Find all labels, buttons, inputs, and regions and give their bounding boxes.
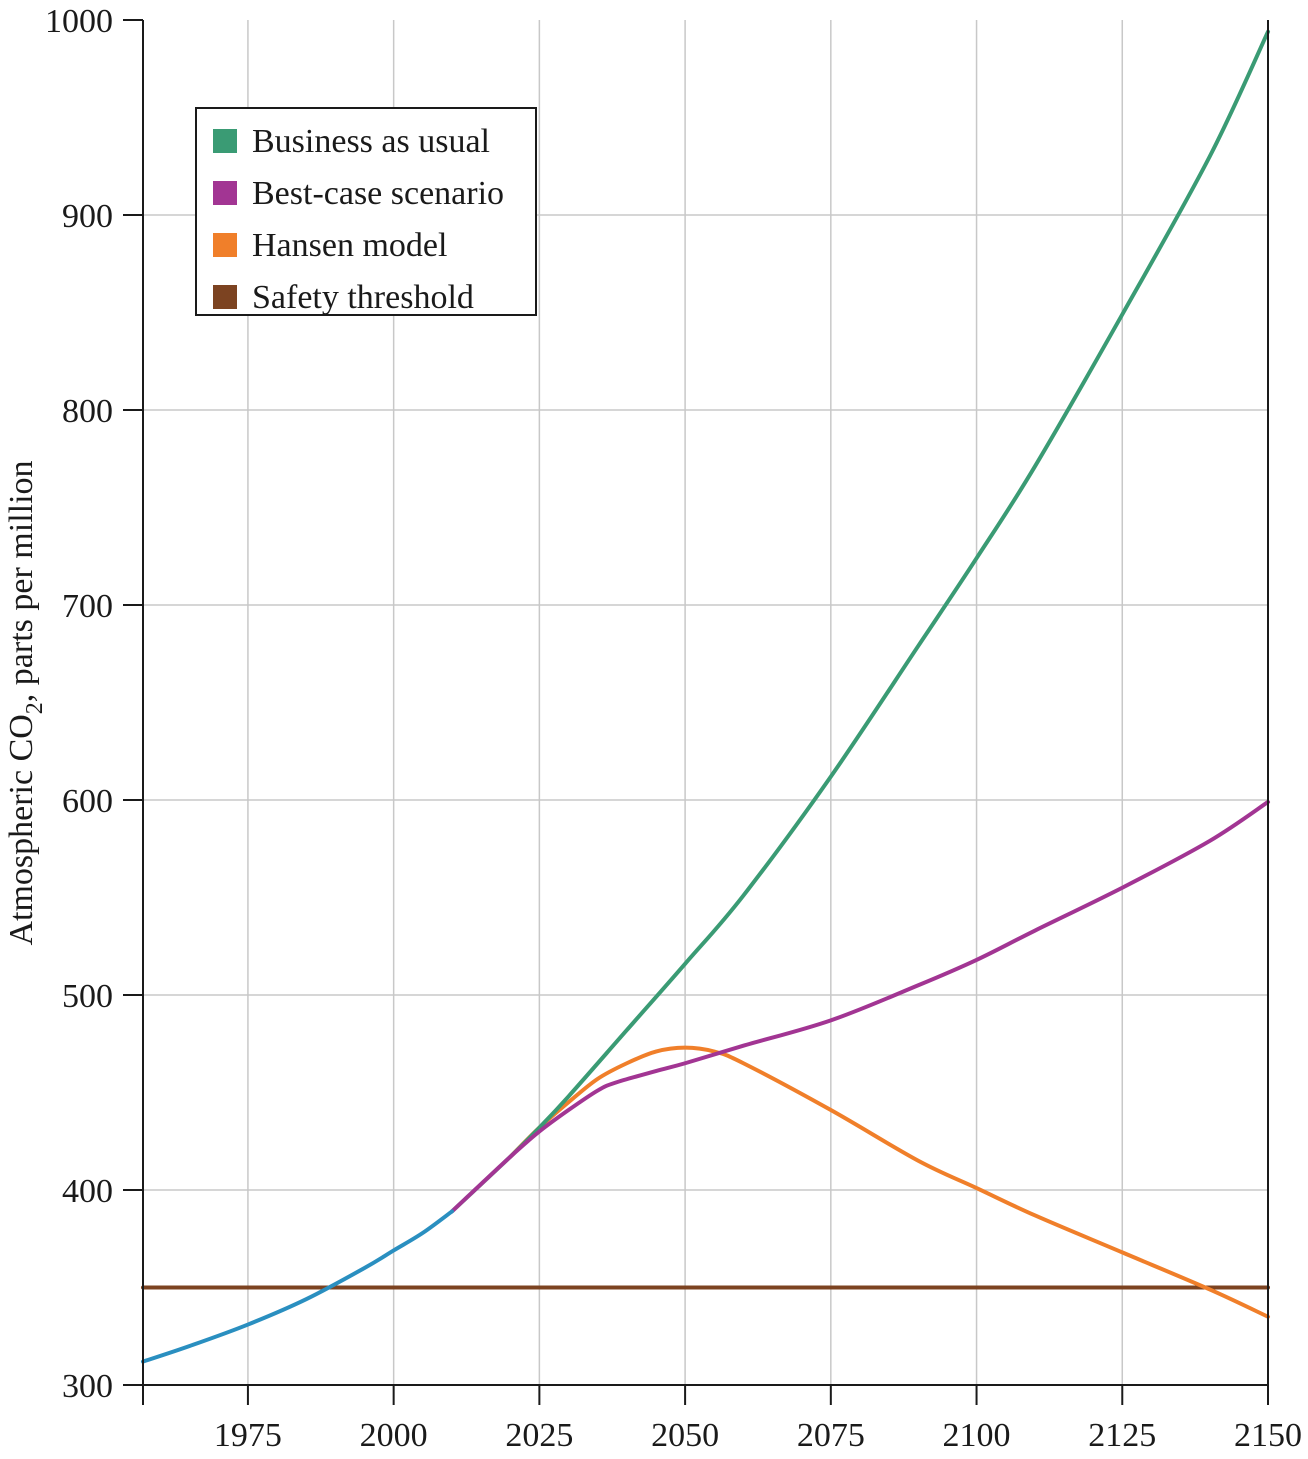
y-tick-label: 500 xyxy=(62,978,113,1015)
series-line-best-case-scenario xyxy=(449,799,1270,1214)
legend: Business as usual Best-case scenario Hanse… xyxy=(195,107,537,316)
y-tick-label: 300 xyxy=(62,1368,113,1405)
x-tick-label: 2075 xyxy=(797,1417,865,1454)
x-tick-label: 2050 xyxy=(651,1417,719,1454)
x-tick-label: 2000 xyxy=(360,1417,428,1454)
y-tick-label: 700 xyxy=(62,588,113,625)
legend-label-safety-threshold: Safety threshold xyxy=(252,279,474,316)
grid xyxy=(143,20,1268,1385)
x-tick-label: 2100 xyxy=(943,1417,1011,1454)
legend-swatch-safety-threshold xyxy=(213,285,237,309)
series-line-hansen-model xyxy=(508,1045,1270,1319)
legend-swatch-business-as-usual xyxy=(213,129,237,153)
legend-label-best-case-scenario: Best-case scenario xyxy=(252,175,504,212)
y-tick-label: 900 xyxy=(62,198,113,235)
legend-frame xyxy=(195,107,537,316)
x-tick-label: 2150 xyxy=(1234,1417,1302,1454)
y-tick-label: 800 xyxy=(62,393,113,430)
legend-label-business-as-usual: Business as usual xyxy=(252,123,490,160)
ticks: 1975 2000 2025 2050 2075 2100 2125 2150 300 400 50… xyxy=(45,3,1302,1454)
y-tick-label: 600 xyxy=(62,783,113,820)
legend-swatch-best-case-scenario xyxy=(213,181,237,205)
legend-items: Business as usual Best-case scenario Hanse… xyxy=(213,123,504,316)
axes xyxy=(142,20,1269,1386)
series-line-historical xyxy=(141,1209,454,1364)
y-tick-label: 1000 xyxy=(45,3,113,40)
y-axis-title: Atmospheric CO2, parts per million xyxy=(3,460,48,945)
x-tick-label: 1975 xyxy=(214,1417,282,1454)
series-layer xyxy=(141,29,1270,1364)
x-tick-label: 2025 xyxy=(505,1417,573,1454)
x-tick-label: 2125 xyxy=(1088,1417,1156,1454)
legend-swatch-hansen-model xyxy=(213,233,237,257)
y-tick-label: 400 xyxy=(62,1173,113,1210)
series-line-business-as-usual xyxy=(449,29,1270,1214)
legend-label-hansen-model: Hansen model xyxy=(252,227,447,264)
